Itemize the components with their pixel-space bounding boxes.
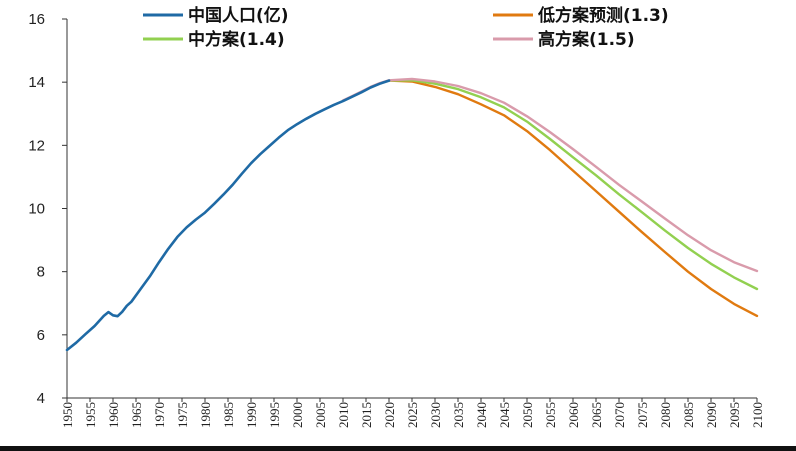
x-tick-label: 1985 bbox=[221, 402, 236, 428]
y-tick-label: 16 bbox=[28, 11, 45, 28]
legend-label-1: 低方案预测(1.3) bbox=[537, 5, 669, 26]
x-tick-label: 2075 bbox=[635, 402, 650, 428]
x-tick-label: 1950 bbox=[60, 402, 75, 428]
legend-label-0: 中国人口(亿) bbox=[188, 5, 289, 26]
x-tick-label: 1965 bbox=[129, 402, 144, 428]
x-tick-label: 2095 bbox=[727, 402, 742, 428]
x-tick-label: 1975 bbox=[175, 402, 190, 428]
y-tick-label: 14 bbox=[28, 74, 45, 91]
x-tick-label: 2030 bbox=[428, 402, 443, 428]
x-tick-label: 2005 bbox=[313, 402, 328, 428]
x-tick-label: 1960 bbox=[106, 402, 121, 428]
x-tick-label: 1980 bbox=[198, 402, 213, 428]
series-layer bbox=[65, 77, 759, 352]
y-tick-label: 10 bbox=[28, 201, 45, 218]
legend: 中国人口(亿) 低方案预测(1.3) 中方案(1.4) 高方案(1.5) bbox=[143, 5, 669, 50]
legend-label-3: 高方案(1.5) bbox=[538, 29, 635, 50]
x-tick-label: 2000 bbox=[290, 402, 305, 428]
y-tick-label: 6 bbox=[37, 327, 45, 344]
x-tick-label: 2065 bbox=[589, 402, 604, 428]
series-line-2 bbox=[387, 79, 759, 291]
x-tick-label: 2090 bbox=[704, 402, 719, 428]
series-line-0 bbox=[65, 79, 391, 352]
series-line-1 bbox=[387, 79, 759, 318]
x-tick-label: 2080 bbox=[658, 402, 673, 428]
legend-label-2: 中方案(1.4) bbox=[188, 29, 285, 50]
x-tick-label: 1990 bbox=[244, 402, 259, 428]
x-tick-label: 2045 bbox=[497, 402, 512, 428]
y-tick-label: 8 bbox=[37, 264, 45, 281]
y-tick-label: 4 bbox=[37, 390, 45, 407]
x-tick-label: 1955 bbox=[83, 402, 98, 428]
axes-layer: 4 6 8 10 12 14 16 1950 1955 1960 1965 1970 1975 1980 1… bbox=[28, 11, 765, 428]
x-tick-label: 2060 bbox=[566, 402, 581, 428]
x-tick-label: 2055 bbox=[543, 402, 558, 428]
x-tick-label: 2015 bbox=[359, 402, 374, 428]
y-tick-label: 12 bbox=[28, 137, 45, 154]
x-tick-label: 2085 bbox=[681, 402, 696, 428]
x-tick-label: 2100 bbox=[750, 402, 765, 428]
x-tick-label: 2020 bbox=[382, 402, 397, 428]
x-tick-label: 2040 bbox=[474, 402, 489, 428]
x-tick-label: 2070 bbox=[612, 402, 627, 428]
x-tick-label: 1970 bbox=[152, 402, 167, 428]
x-tick-label: 1995 bbox=[267, 402, 282, 428]
x-tick-label: 2050 bbox=[520, 402, 535, 428]
x-tick-label: 2025 bbox=[405, 402, 420, 428]
bottom-border bbox=[0, 446, 796, 451]
x-tick-label: 2035 bbox=[451, 402, 466, 428]
series-line-3 bbox=[341, 77, 759, 273]
x-tick-label: 2010 bbox=[336, 402, 351, 428]
